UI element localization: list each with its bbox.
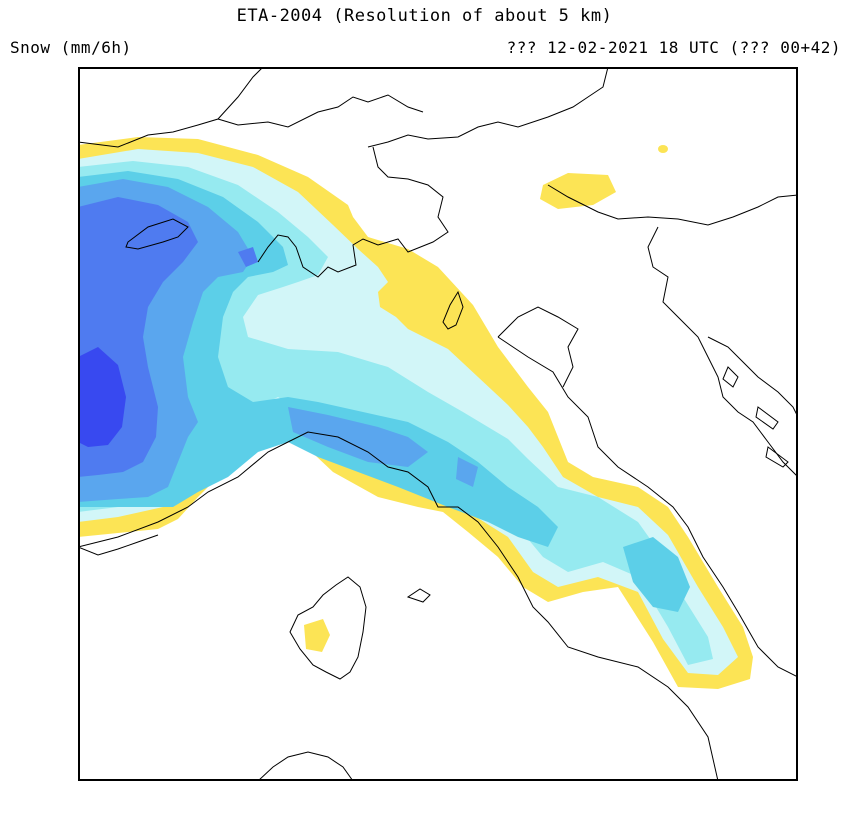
border-swiss (125, 218, 189, 250)
border-trentino (257, 146, 449, 278)
lake-garda (442, 290, 464, 330)
coast-lagoon (497, 306, 579, 388)
coast-west (78, 534, 159, 556)
border-north (217, 94, 424, 128)
border-slovenia (547, 184, 798, 226)
snow-patch-yellow (304, 619, 330, 652)
coastline-layer (78, 67, 798, 781)
coast-sardinia (257, 751, 354, 781)
snow-patch-yellow (540, 173, 616, 209)
variable-label: Snow (mm/6h) (10, 38, 132, 57)
map-border (78, 67, 798, 781)
valid-time-label: ??? 12-02-2021 18 UTC (??? 00+42) (506, 38, 841, 57)
island-2 (755, 406, 779, 430)
map-title: ETA-2004 (Resolution of about 5 km) (236, 6, 613, 26)
coast-adriatic (497, 336, 798, 678)
border-austria (367, 67, 609, 148)
snow-patch-yellow (658, 145, 668, 153)
snow-patch-level6 (238, 247, 258, 267)
snow-patch-level5 (288, 407, 428, 467)
snow-band-level7 (78, 347, 126, 447)
border-alps (78, 67, 264, 148)
island-1 (722, 366, 739, 388)
coast-dalmatia (707, 336, 798, 418)
coast-liguria (78, 431, 719, 781)
island-3 (765, 446, 789, 468)
snow-map (78, 67, 798, 781)
coast-corsica (289, 576, 367, 680)
coast-elba (406, 588, 431, 603)
border-croatia (647, 226, 798, 478)
snow-patch-level5 (456, 457, 478, 487)
map-panel (78, 67, 798, 781)
snow-patch-level4 (623, 537, 690, 612)
